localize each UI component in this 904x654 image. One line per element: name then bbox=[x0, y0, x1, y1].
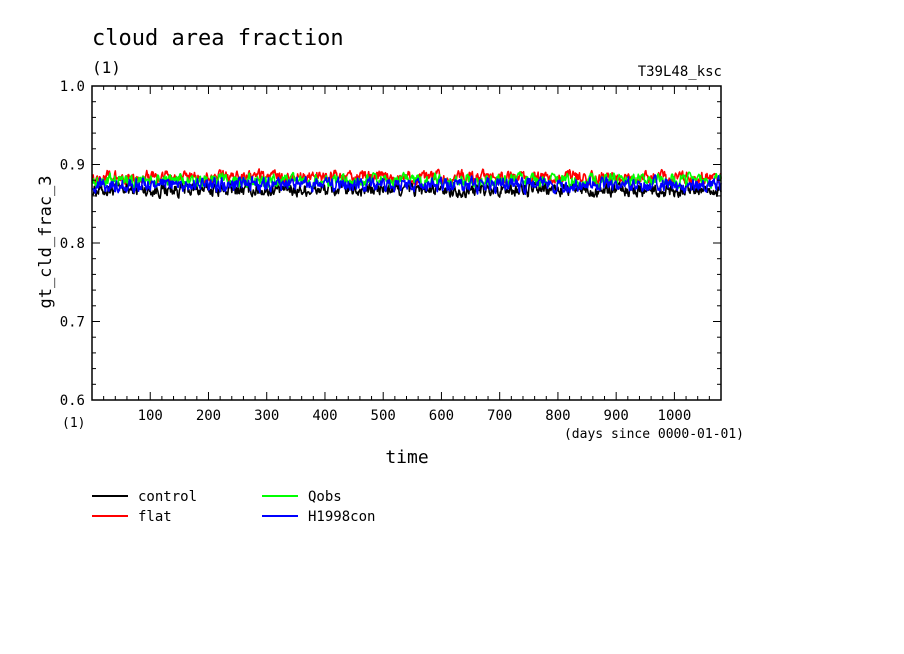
ticks-layer: 100 200 300 400 500 600 700 800 900 1000 0.6 0.7 0.8… bbox=[60, 79, 721, 424]
x-tick-label: 300 bbox=[254, 408, 279, 424]
x-tick-label: 100 bbox=[138, 408, 163, 424]
x-tick-label: 400 bbox=[312, 408, 337, 424]
plot-frame bbox=[91, 85, 722, 401]
x-tick-label: 900 bbox=[604, 408, 629, 424]
series-line-h1998con bbox=[91, 174, 722, 196]
legend-label-flat: flat bbox=[138, 509, 172, 525]
x-tick-label: 800 bbox=[545, 408, 570, 424]
series-layer bbox=[91, 168, 722, 200]
x-tick-label: 1000 bbox=[658, 408, 692, 424]
chart-title: cloud area fraction bbox=[92, 26, 344, 51]
x-tick-label: 700 bbox=[487, 408, 512, 424]
legend: control flat Qobs H1998con bbox=[92, 489, 375, 525]
x-axis-label: time bbox=[385, 447, 428, 468]
x-tick-label: 600 bbox=[429, 408, 454, 424]
x-tick-label: 500 bbox=[371, 408, 396, 424]
legend-label-qobs: Qobs bbox=[308, 489, 342, 505]
x-tick-label: 200 bbox=[196, 408, 221, 424]
y-tick-label: 0.6 bbox=[60, 393, 85, 409]
y-units-label: (1) bbox=[62, 416, 85, 431]
corner-label: T39L48_ksc bbox=[638, 64, 722, 80]
y-tick-label: 0.8 bbox=[60, 236, 85, 252]
y-tick-label: 0.9 bbox=[60, 158, 85, 174]
y-axis-label: gt_cld_frac_3 bbox=[36, 175, 56, 308]
legend-label-h1998con: H1998con bbox=[308, 509, 375, 525]
x-units-note: (days since 0000-01-01) bbox=[564, 427, 744, 442]
title-units: (1) bbox=[92, 58, 121, 77]
y-tick-label: 0.7 bbox=[60, 315, 85, 331]
legend-label-control: control bbox=[138, 489, 197, 505]
y-tick-label: 1.0 bbox=[60, 79, 85, 95]
